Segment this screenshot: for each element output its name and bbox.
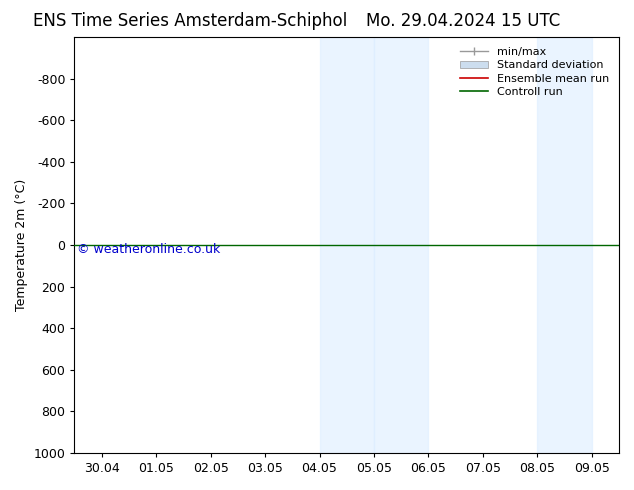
Bar [374, 37, 429, 453]
Text: © weatheronline.co.uk: © weatheronline.co.uk [77, 243, 221, 256]
Bar [320, 37, 374, 453]
Y-axis label: Temperature 2m (°C): Temperature 2m (°C) [15, 179, 28, 311]
Bar [538, 37, 592, 453]
Legend: min/max, Standard deviation, Ensemble mean run, Controll run: min/max, Standard deviation, Ensemble me… [456, 43, 614, 101]
Text: Mo. 29.04.2024 15 UTC: Mo. 29.04.2024 15 UTC [366, 12, 560, 30]
Text: ENS Time Series Amsterdam-Schiphol: ENS Time Series Amsterdam-Schiphol [33, 12, 347, 30]
